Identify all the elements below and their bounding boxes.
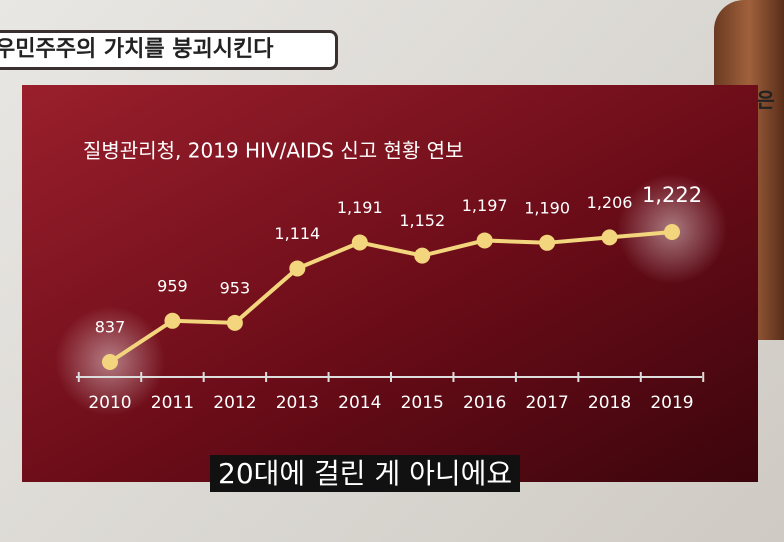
banner: 우민주주의 가치를 붕괴시킨다 [0, 30, 338, 70]
line [108, 230, 673, 364]
caption: 20대에 걸린 게 아니에요 [210, 455, 521, 492]
point [476, 232, 493, 249]
chart: 질병관리청, 2019 HIV/AIDS 신고 현황 연보 2010 2011 20… [22, 85, 758, 482]
value-label: 1,222 [642, 183, 702, 207]
x-tick-label: 2013 [276, 393, 319, 413]
x-tick-label: 2011 [151, 393, 194, 413]
value-label: 1,191 [337, 198, 383, 217]
point [226, 314, 243, 331]
point [539, 234, 556, 251]
point [102, 354, 118, 370]
x-tick-label: 2014 [338, 393, 381, 413]
value-label: 837 [95, 318, 126, 337]
point [351, 234, 368, 251]
panel-background [22, 85, 758, 482]
value-label: 1,197 [462, 196, 508, 215]
value-label: 1,206 [587, 193, 633, 212]
x-tick-label: 2016 [463, 393, 506, 413]
x-tick-label: 2012 [213, 393, 256, 413]
value-label: 1,190 [524, 198, 570, 217]
x-tick-label: 2010 [88, 393, 131, 413]
point [289, 260, 306, 277]
x-tick-label: 2015 [401, 393, 444, 413]
chart-title: 질병관리청, 2019 HIV/AIDS 신고 현황 연보 [83, 139, 463, 163]
point [414, 247, 431, 264]
value-label: 959 [157, 276, 188, 295]
point [164, 312, 181, 329]
point [664, 224, 680, 240]
value-label: 1,114 [274, 224, 320, 243]
x-tick-label: 2017 [525, 393, 568, 413]
x-tick-label: 2018 [588, 393, 631, 413]
point [601, 229, 618, 246]
x-tick-label: 2019 [650, 393, 693, 413]
value-label: 1,152 [399, 211, 445, 230]
value-label: 953 [220, 278, 251, 297]
